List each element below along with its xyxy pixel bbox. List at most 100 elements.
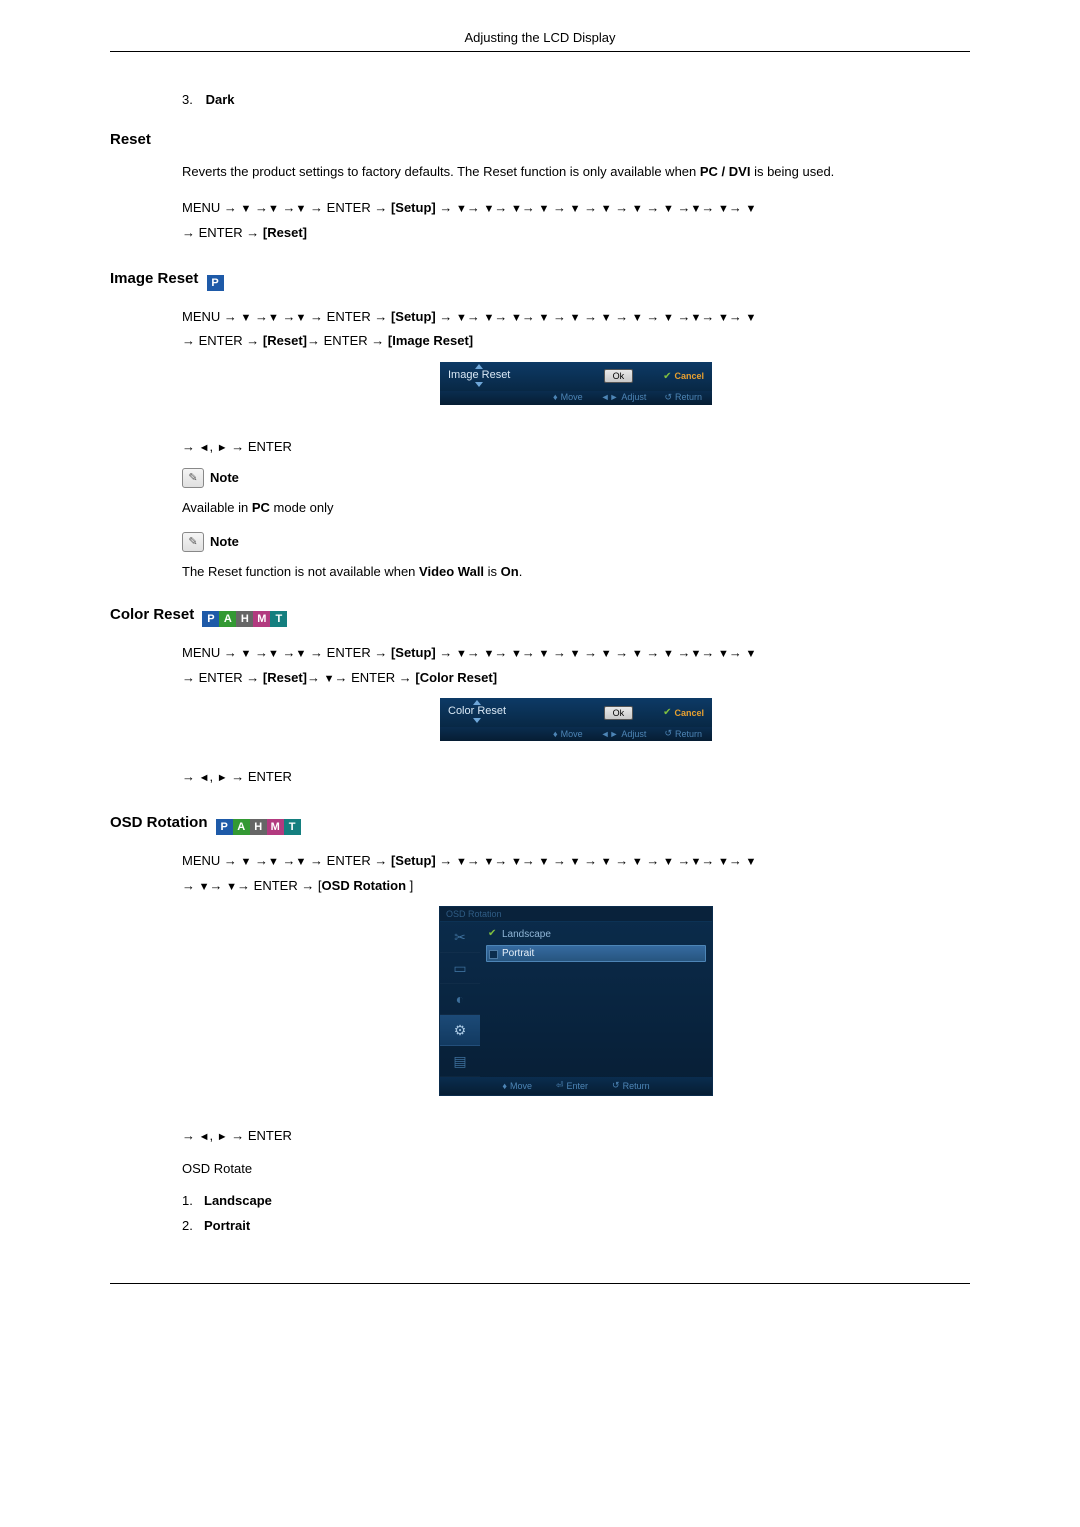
down-icon bbox=[601, 309, 612, 324]
option-portrait[interactable]: Portrait bbox=[486, 945, 706, 962]
t: → ENTER → bbox=[182, 333, 263, 348]
t: Return bbox=[675, 729, 702, 739]
down-icon bbox=[296, 200, 307, 215]
osd-rotation-heading: OSD Rotation PAHMT bbox=[110, 814, 970, 835]
badge-p-icon: P bbox=[207, 275, 224, 291]
down-icon bbox=[601, 200, 612, 215]
note-label: Note bbox=[210, 470, 239, 485]
t: OSD Rotation bbox=[322, 878, 407, 893]
down-icon bbox=[241, 309, 252, 324]
t: ] bbox=[406, 878, 413, 893]
color-reset-heading: Color Reset PAHMT bbox=[110, 606, 970, 627]
source-badges: P bbox=[207, 275, 224, 291]
note-icon: ✎ bbox=[182, 532, 204, 552]
t: → ENTER → bbox=[335, 670, 416, 685]
osd-rotation-post-nav: → , → ENTER bbox=[182, 1124, 970, 1149]
image-reset-dialog: Image Reset Ok ✔Cancel ♦ Move ◄► Adjust … bbox=[440, 362, 712, 405]
caret-up-icon bbox=[473, 700, 481, 705]
right-icon bbox=[217, 769, 228, 784]
osd-rotation-nav-sequence: MENU → → → → ENTER → [Setup] → → → → → →… bbox=[182, 849, 970, 898]
page-header: Adjusting the LCD Display bbox=[110, 30, 970, 52]
down-icon bbox=[539, 309, 550, 324]
t: → ENTER → bbox=[306, 309, 391, 324]
t: MENU → bbox=[182, 645, 241, 660]
down-icon bbox=[691, 309, 702, 324]
ok-button[interactable]: Ok bbox=[604, 369, 634, 383]
down-icon bbox=[296, 309, 307, 324]
cancel-button[interactable]: ✔Cancel bbox=[663, 707, 704, 718]
hint-return: ↺ Return bbox=[612, 1080, 650, 1091]
down-icon bbox=[746, 853, 757, 868]
down-icon bbox=[539, 645, 550, 660]
caret-down-icon bbox=[473, 718, 481, 723]
down-icon bbox=[199, 878, 210, 893]
t: → bbox=[307, 670, 324, 685]
list-item: 1.Landscape bbox=[182, 1193, 970, 1208]
ok-label: Ok bbox=[604, 369, 634, 383]
list-item: 2.Portrait bbox=[182, 1218, 970, 1233]
sidebar-list-icon[interactable]: ▤ bbox=[440, 1046, 480, 1077]
down-icon bbox=[601, 853, 612, 868]
sidebar-gear-icon[interactable]: ⚙ bbox=[440, 1015, 480, 1046]
dialog-title-wrap: Color Reset bbox=[448, 702, 506, 723]
down-icon bbox=[691, 645, 702, 660]
reset-nav-sequence: MENU → → → → ENTER → [Setup] → → → → → →… bbox=[182, 196, 970, 245]
t: → bbox=[436, 309, 456, 324]
down-icon bbox=[511, 645, 522, 660]
dialog-main: Color Reset Ok ✔Cancel bbox=[440, 698, 712, 727]
reset-description: Reverts the product settings to factory … bbox=[182, 162, 970, 182]
t: . bbox=[519, 564, 523, 579]
badge-t-icon: T bbox=[270, 611, 287, 627]
option-landscape[interactable]: ✔ Landscape bbox=[486, 926, 706, 943]
t: is bbox=[484, 564, 501, 579]
down-icon bbox=[483, 853, 494, 868]
check-icon: ✔ bbox=[663, 371, 671, 382]
hint-return: ↺ Return bbox=[664, 728, 702, 739]
t: Adjust bbox=[621, 729, 646, 739]
sidebar-tools-icon[interactable]: ✂ bbox=[440, 922, 480, 953]
ok-label: Ok bbox=[604, 706, 634, 720]
menu-title: OSD Rotation bbox=[440, 907, 712, 922]
t: → bbox=[436, 200, 456, 215]
source-badges: PAHMT bbox=[216, 819, 301, 835]
list-text: Portrait bbox=[204, 1218, 250, 1233]
sidebar-screen-icon[interactable]: ▭ bbox=[440, 953, 480, 984]
down-icon bbox=[483, 309, 494, 324]
down-icon bbox=[718, 200, 729, 215]
down-icon bbox=[241, 853, 252, 868]
cancel-button[interactable]: ✔Cancel bbox=[663, 371, 704, 382]
badge-h-icon: H bbox=[250, 819, 267, 835]
color-reset-dialog: Color Reset Ok ✔Cancel ♦ Move ◄► Adjust … bbox=[440, 698, 712, 741]
t: [Reset] bbox=[263, 670, 307, 685]
badge-a-icon: A bbox=[219, 611, 236, 627]
text-bold: PC / DVI bbox=[700, 164, 751, 179]
osd-rotate-options-list: 1.Landscape 2.Portrait bbox=[182, 1193, 970, 1233]
badge-p-icon: P bbox=[216, 819, 233, 835]
t: Move bbox=[510, 1081, 532, 1091]
hint-adjust: ◄► Adjust bbox=[601, 392, 647, 403]
t: → ENTER → bbox=[182, 670, 263, 685]
down-icon bbox=[456, 645, 467, 660]
sidebar-circle-icon[interactable]: ◐ bbox=[440, 984, 480, 1015]
t: [Setup] bbox=[391, 200, 436, 215]
down-icon bbox=[632, 645, 643, 660]
option-label: Portrait bbox=[502, 948, 534, 959]
ok-button[interactable]: Ok bbox=[604, 706, 634, 720]
list-number: 2. bbox=[182, 1218, 204, 1233]
t: → bbox=[210, 878, 227, 893]
t: → bbox=[436, 645, 456, 660]
list-text: Landscape bbox=[204, 1193, 272, 1208]
menu-options: ✔ Landscape Portrait bbox=[480, 922, 712, 1077]
badge-p-icon: P bbox=[202, 611, 219, 627]
dialog-title-wrap: Image Reset bbox=[448, 366, 510, 387]
t: On bbox=[501, 564, 519, 579]
t: MENU → bbox=[182, 309, 241, 324]
down-icon bbox=[511, 309, 522, 324]
down-icon bbox=[296, 645, 307, 660]
down-icon bbox=[268, 200, 279, 215]
down-icon bbox=[511, 853, 522, 868]
hint-move: ♦ Move bbox=[553, 392, 583, 403]
heading-text: Image Reset bbox=[110, 270, 198, 287]
t: MENU → bbox=[182, 200, 241, 215]
checkbox-icon bbox=[489, 950, 498, 959]
